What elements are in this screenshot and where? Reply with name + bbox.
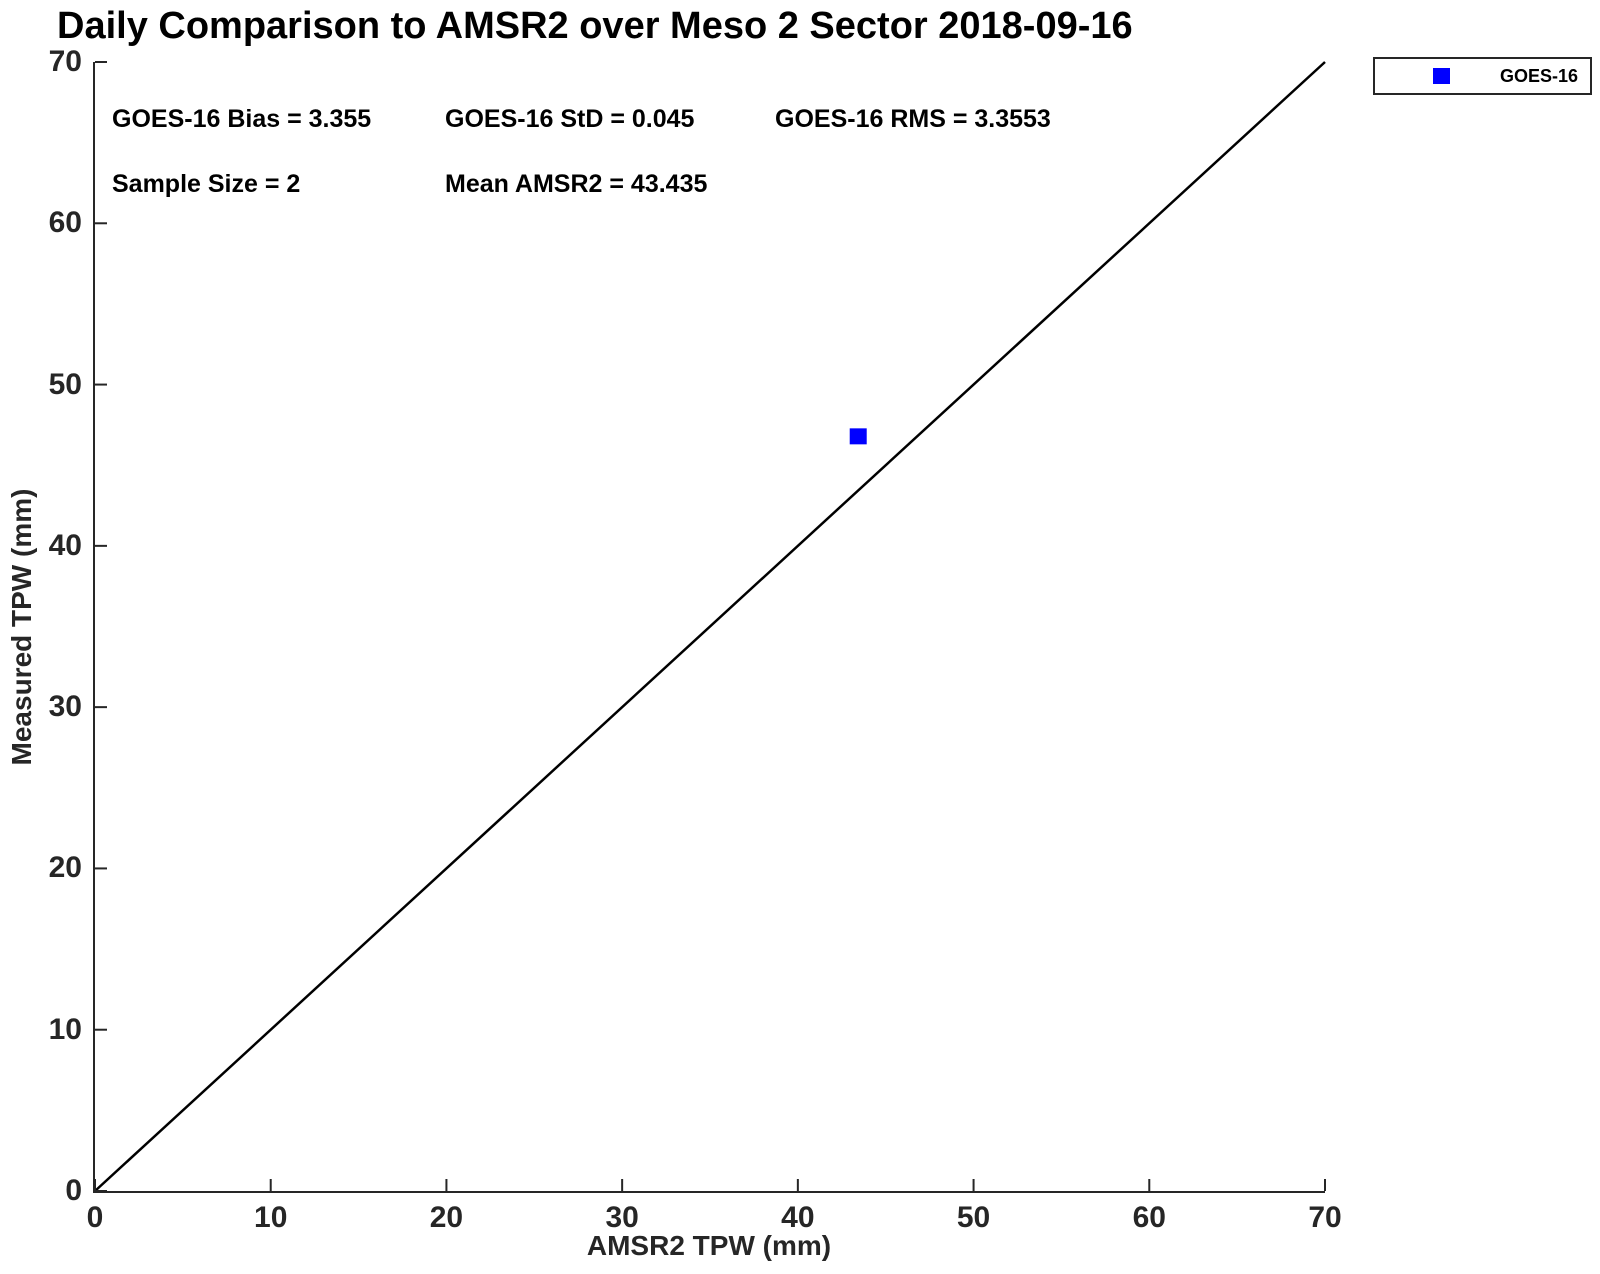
x-tick-label: 30 xyxy=(605,1201,639,1234)
y-axis-label: Measured TPW (mm) xyxy=(6,488,37,766)
x-axis-label: AMSR2 TPW (mm) xyxy=(586,1230,832,1261)
legend-label: GOES-16 xyxy=(1500,66,1579,86)
y-tick-label: 70 xyxy=(48,45,82,78)
x-tick-label: 20 xyxy=(429,1201,464,1234)
y-tick-label: 30 xyxy=(48,690,82,724)
stat-std: GOES-16 StD = 0.045 xyxy=(445,105,695,133)
x-tick-label: 40 xyxy=(781,1201,815,1234)
data-point-marker xyxy=(849,428,867,445)
stat-bias: GOES-16 Bias = 3.355 xyxy=(112,105,372,133)
stat-sample-size: Sample Size = 2 xyxy=(112,170,301,198)
y-tick-label: 20 xyxy=(48,851,82,885)
y-tick-label: 60 xyxy=(48,206,82,240)
y-tick-label: 0 xyxy=(65,1174,82,1207)
stat-mean-amsr2: Mean AMSR2 = 43.435 xyxy=(445,170,708,198)
plot-svg xyxy=(94,61,1326,1192)
x-tick-label: 50 xyxy=(956,1201,991,1234)
legend: GOES-16 xyxy=(1373,57,1592,95)
y-tick-label: 50 xyxy=(48,367,82,401)
plot-area: 0 10 20 30 40 50 60 70 0 10 20 30 40 50 60 70 xyxy=(49,47,1342,1233)
chart-title: Daily Comparison to AMSR2 over Meso 2 Se… xyxy=(57,5,1133,47)
stat-rms: GOES-16 RMS = 3.3553 xyxy=(775,105,1051,133)
legend-marker-square-icon xyxy=(1433,68,1450,84)
y-tick-label: 40 xyxy=(48,528,82,562)
x-tick-label: 60 xyxy=(1132,1201,1166,1234)
x-tick-label: 0 xyxy=(86,1201,104,1234)
x-tick-label: 70 xyxy=(1308,1201,1342,1234)
y-tick-label: 10 xyxy=(48,1012,82,1046)
identity-line xyxy=(94,61,1326,1192)
x-tick-label: 10 xyxy=(254,1201,288,1234)
